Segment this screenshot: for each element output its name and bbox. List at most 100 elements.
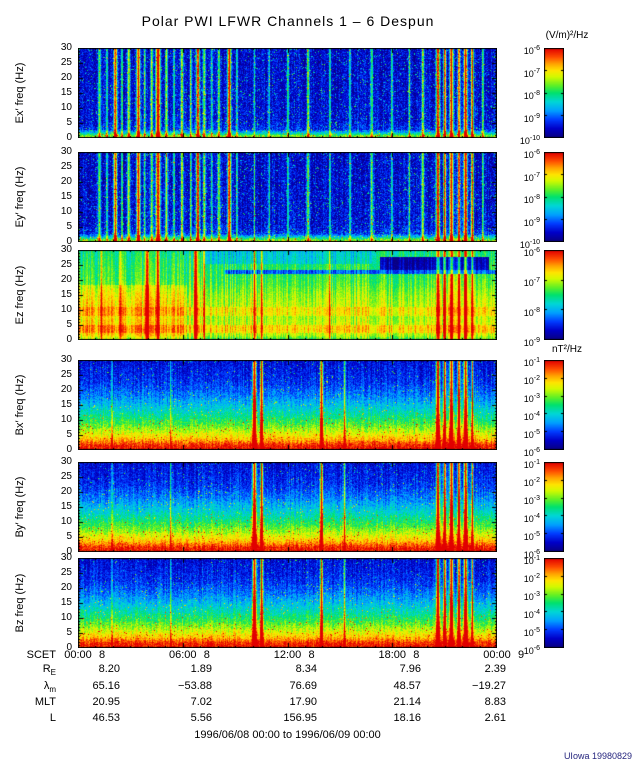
ephemeris-value: 76.69	[289, 680, 317, 692]
colorbar-tick-label: 10-3	[523, 591, 540, 602]
y-tick-label: 0	[66, 132, 72, 143]
colorbar-tick-label: 10-4	[523, 411, 540, 422]
time-range-caption: 1996/06/08 00:00 to 1996/06/09 00:00	[194, 729, 381, 741]
ephemeris-row-label: RE	[42, 663, 56, 678]
ephemeris-value: 5.56	[190, 712, 212, 724]
credit-label: UIowa 19980829	[563, 751, 632, 761]
x-tick-time: 00:00	[64, 649, 92, 661]
ephemeris-value: 7.96	[399, 663, 421, 675]
x-tick-day: 8	[99, 649, 106, 661]
y-axis-label-ey: Ey′ freq (Hz)	[14, 166, 26, 228]
electric-units-label: (V/m)²/Hz	[545, 30, 589, 41]
y-tick-label: 30	[60, 354, 72, 365]
colorbar-tick-label: 10-6	[523, 447, 540, 458]
colorbar-ez	[544, 250, 564, 340]
colorbar-bz	[544, 558, 564, 648]
ephemeris-row-label: MLT	[34, 696, 56, 708]
y-axis-label-bz: Bz freq (Hz)	[14, 573, 26, 633]
ephemeris-value: 1.89	[190, 663, 212, 675]
colorbar-tick-label: 10-6	[523, 645, 540, 656]
y-axis-label-by: By′ freq (Hz)	[14, 476, 26, 538]
x-tick-day: 8	[413, 649, 420, 661]
y-tick-label: 15	[60, 87, 72, 98]
y-tick-label: 20	[60, 582, 72, 593]
colorbar-tick-label: 10-8	[523, 194, 540, 205]
y-tick-label: 15	[60, 501, 72, 512]
colorbar-tick-label: 10-2	[523, 477, 540, 488]
spectrogram-panel-ex	[78, 48, 497, 138]
colorbar-tick-label: 10-4	[523, 513, 540, 524]
ephemeris-value: 17.90	[289, 696, 317, 708]
y-axis-label-ez: Ez freq (Hz)	[14, 265, 26, 325]
colorbar-tick-label: 10-1	[523, 555, 540, 566]
x-tick-day: 9	[518, 649, 525, 661]
y-tick-label: 10	[60, 206, 72, 217]
colorbar-tick-label: 10-7	[523, 171, 540, 183]
ephemeris-value: 46.53	[92, 712, 120, 724]
colorbar-tick-label: 10-5	[523, 627, 540, 638]
colorbar-tick-label: 10-10	[519, 239, 540, 250]
colorbar-tick-label: 10-7	[523, 277, 540, 288]
spectrogram-panel-ez	[78, 250, 497, 340]
y-tick-label: 25	[60, 161, 72, 172]
y-tick-label: 15	[60, 597, 72, 608]
colorbar-tick-label: 10-7	[523, 67, 540, 79]
colorbar-ex	[544, 48, 564, 138]
colorbar-tick-label: 10-8	[523, 90, 540, 101]
ephemeris-value: 20.95	[92, 696, 120, 708]
colorbar-tick-label: 10-3	[523, 393, 540, 404]
x-tick-day: 8	[203, 649, 210, 661]
y-tick-label: 30	[60, 42, 72, 53]
spectrogram-panel-by	[78, 462, 497, 552]
y-tick-label: 25	[60, 471, 72, 482]
y-tick-label: 10	[60, 414, 72, 425]
colorbar-tick-label: 10-2	[523, 573, 540, 584]
colorbar-ey	[544, 152, 564, 242]
colorbar-tick-label: 10-1	[523, 357, 540, 368]
y-tick-label: 5	[66, 221, 72, 232]
scet-label: SCET	[26, 649, 56, 661]
magnetic-units-label: nT²/Hz	[552, 344, 582, 355]
ephemeris-row-label: L	[49, 712, 56, 724]
colorbar-tick-label: 10-1	[523, 459, 540, 470]
colorbar-tick-label: 10-6	[523, 549, 540, 560]
y-tick-label: 5	[66, 627, 72, 638]
x-tick-day: 8	[308, 649, 315, 661]
y-tick-label: 5	[66, 429, 72, 440]
x-tick-time: 18:00	[378, 649, 407, 661]
y-tick-label: 10	[60, 102, 72, 113]
ephemeris-value: 48.57	[393, 680, 421, 692]
y-tick-label: 15	[60, 289, 72, 300]
colorbar-tick-label: 10-9	[523, 216, 540, 228]
y-tick-label: 20	[60, 72, 72, 83]
ephemeris-value: 7.02	[190, 696, 212, 708]
y-tick-label: 25	[60, 259, 72, 270]
y-tick-label: 30	[60, 244, 72, 255]
ephemeris-value: 18.16	[393, 712, 421, 724]
ephemeris-value: −53.88	[178, 680, 212, 692]
y-tick-label: 0	[66, 334, 72, 345]
ephemeris-value: 2.39	[484, 663, 506, 675]
y-tick-label: 10	[60, 304, 72, 315]
colorbar-tick-label: 10-6	[523, 149, 540, 160]
y-tick-label: 15	[60, 191, 72, 202]
ephemeris-value: 2.61	[484, 712, 506, 724]
y-tick-label: 25	[60, 57, 72, 68]
spectrogram-panel-bx	[78, 360, 497, 450]
y-tick-label: 25	[60, 567, 72, 578]
colorbar-tick-label: 10-5	[523, 531, 540, 542]
y-tick-label: 0	[66, 444, 72, 455]
colorbar-tick-label: 10-9	[523, 337, 540, 348]
y-tick-label: 20	[60, 486, 72, 497]
y-tick-label: 5	[66, 531, 72, 542]
y-tick-label: 20	[60, 176, 72, 187]
y-tick-label: 10	[60, 516, 72, 527]
y-tick-label: 20	[60, 274, 72, 285]
colorbar-bx	[544, 360, 564, 450]
colorbar-tick-label: 10-2	[523, 375, 540, 386]
y-tick-label: 5	[66, 319, 72, 330]
ephemeris-value: 8.20	[98, 663, 120, 675]
ephemeris-value: 8.83	[484, 696, 506, 708]
figure-title: Polar PWI LFWR Channels 1 – 6 Despun	[141, 13, 435, 29]
y-tick-label: 5	[66, 117, 72, 128]
